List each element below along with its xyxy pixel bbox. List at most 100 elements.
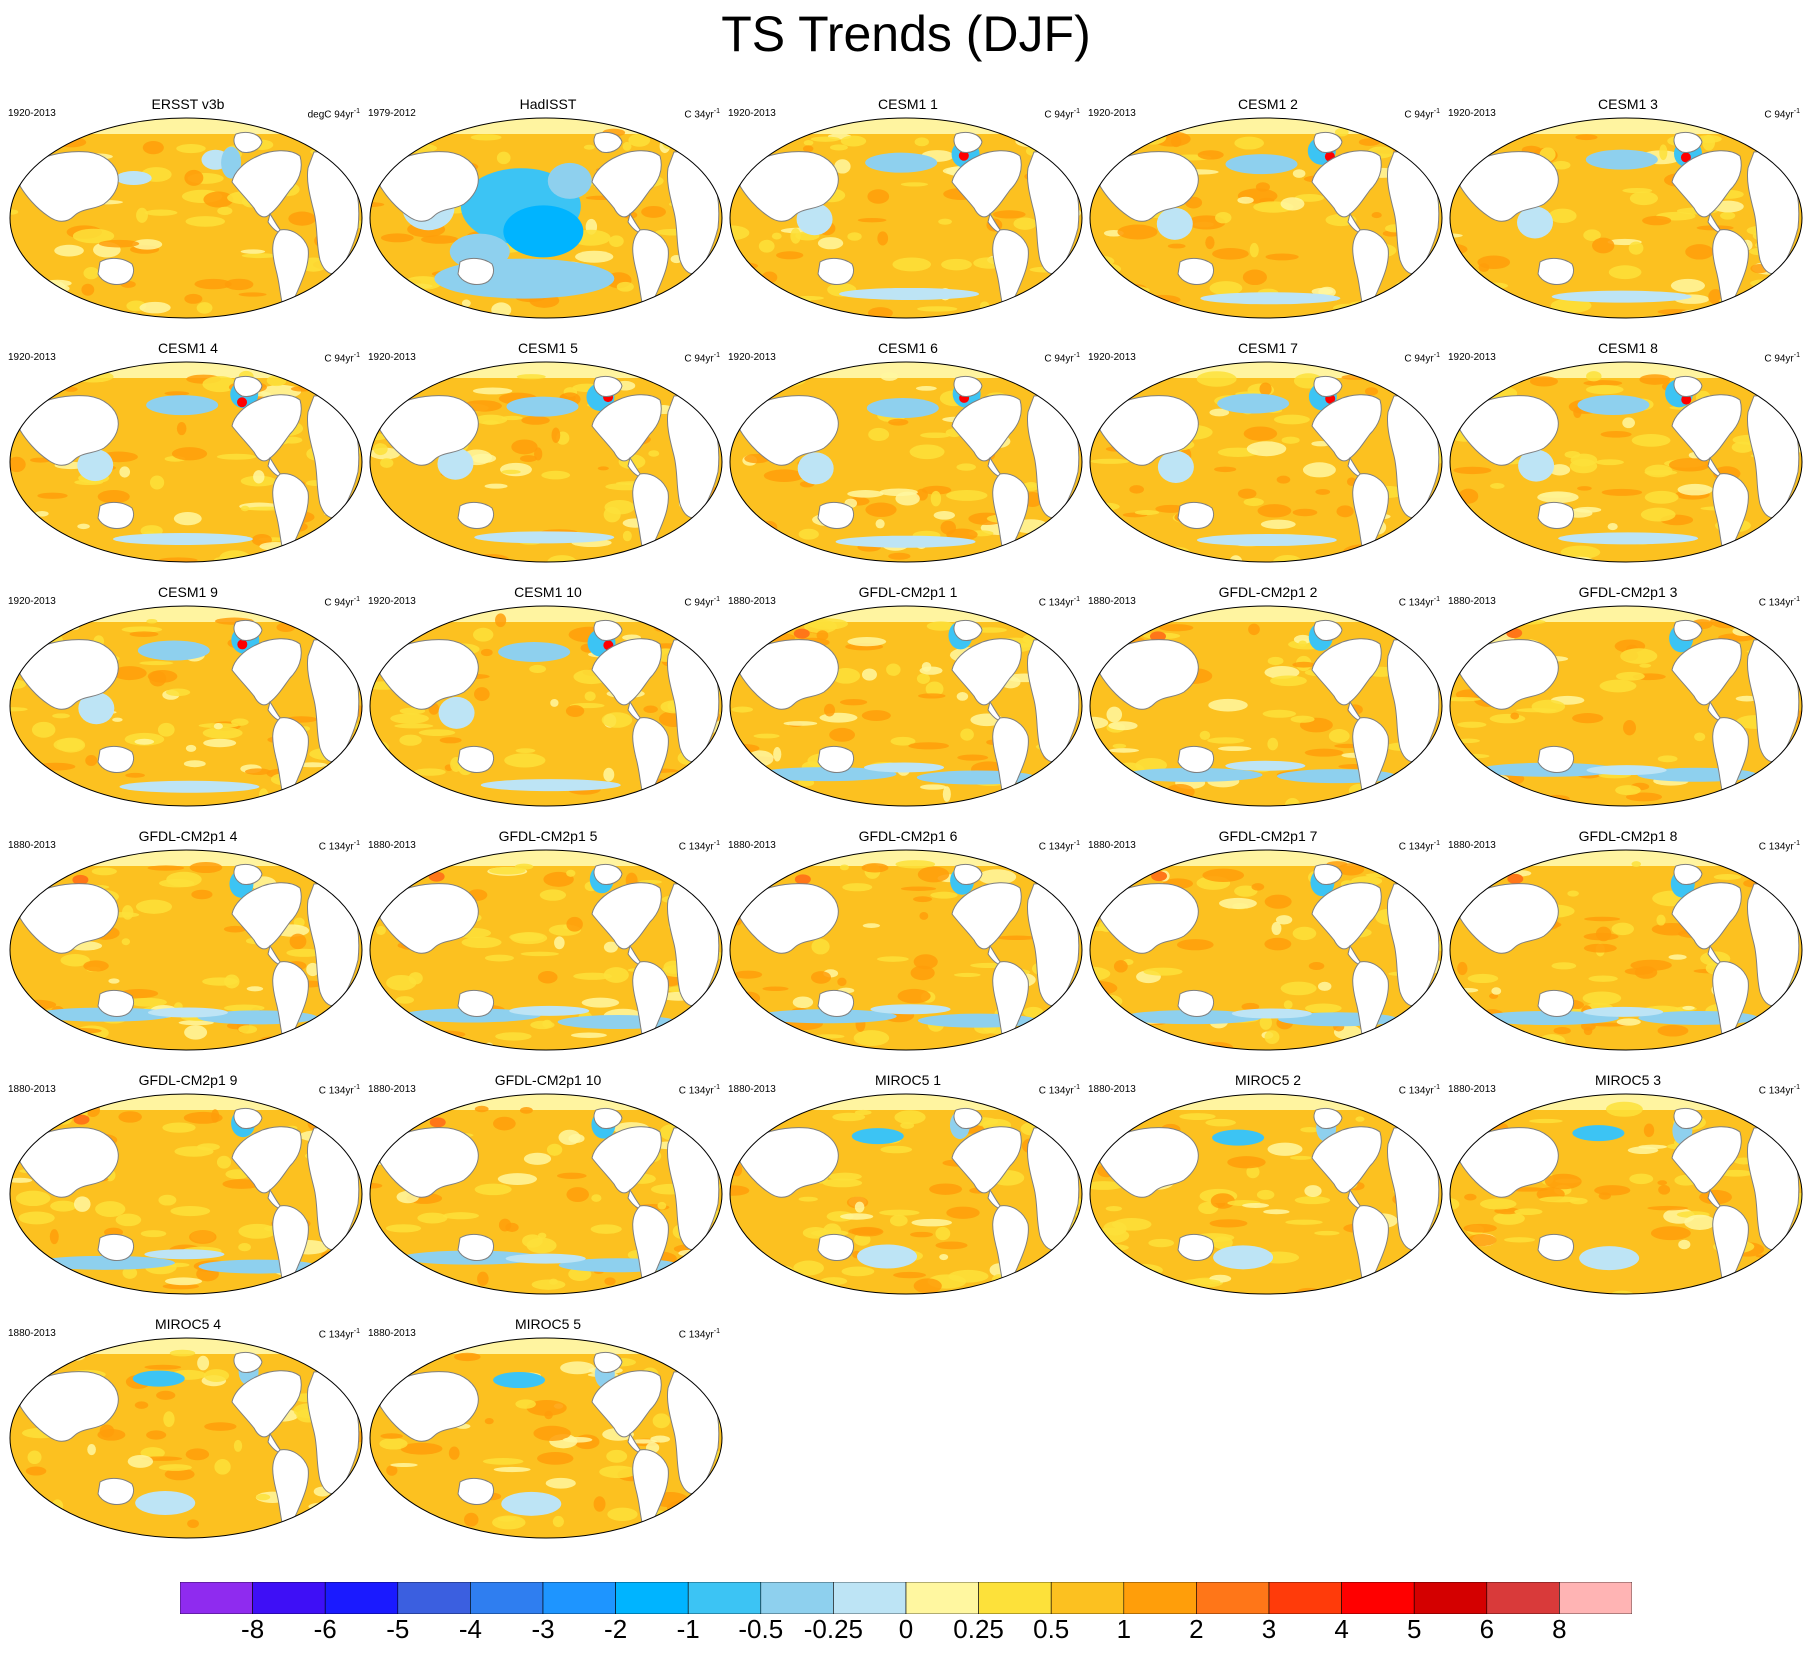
map-panel: GFDL-CM2p1 4 1880-2013 C 134yr-1 <box>8 828 368 1072</box>
anomaly-patch <box>1640 507 1676 522</box>
anomaly-patch <box>1586 765 1667 776</box>
panel-period: 1880-2013 <box>728 596 776 607</box>
anomaly-patch <box>622 141 632 151</box>
anomaly-patch <box>1271 921 1282 936</box>
map-frame <box>729 117 1083 319</box>
anomaly-patch <box>454 1352 481 1362</box>
anomaly-patch <box>98 239 140 248</box>
anomaly-patch <box>566 1187 589 1203</box>
units-text: C 134yr <box>318 1329 354 1341</box>
panel-units: C 94yr-1 <box>1404 106 1440 121</box>
panel-period: 1880-2013 <box>1448 596 1496 607</box>
panel-period: 1880-2013 <box>368 1328 416 1339</box>
anomaly-patch <box>163 1411 175 1428</box>
anomaly-patch <box>1212 1129 1265 1146</box>
anomaly-patch <box>1308 962 1325 970</box>
anomaly-patch <box>1538 1034 1566 1049</box>
anomaly-patch <box>1292 661 1315 668</box>
panel-title: ERSST v3b <box>151 96 225 112</box>
anomaly-patch <box>34 1007 175 1022</box>
panel-title: GFDL-CM2p1 5 <box>498 828 598 844</box>
anomaly-patch <box>348 407 362 412</box>
anomaly-patch <box>783 721 818 726</box>
panel-period: 1920-2013 <box>1448 352 1496 363</box>
units-exponent: -1 <box>353 352 360 359</box>
land-mass <box>233 131 263 153</box>
anomaly-patch <box>121 626 163 633</box>
anomaly-patch <box>1456 738 1480 744</box>
anomaly-patch <box>741 1288 769 1294</box>
anomaly-patch <box>1620 648 1658 664</box>
anomaly-patch <box>1105 1206 1123 1212</box>
colorbar-tick-label: 2 <box>1189 1614 1204 1644</box>
arctic-band <box>1090 362 1442 378</box>
anomaly-patch <box>198 1259 319 1274</box>
panel-title: GFDL-CM2p1 8 <box>1578 828 1678 844</box>
anomaly-patch <box>381 536 410 546</box>
anomaly-patch <box>1267 737 1279 751</box>
anomaly-patch <box>940 520 956 535</box>
map-field <box>370 118 722 318</box>
anomaly-patch <box>115 1213 142 1227</box>
anomaly-patch <box>1354 1286 1383 1291</box>
land-mass <box>817 989 855 1017</box>
anomaly-patch <box>97 490 130 504</box>
anomaly-patch <box>374 799 392 806</box>
anomaly-patch <box>1423 633 1442 643</box>
panel-title: GFDL-CM2p1 2 <box>1218 584 1318 600</box>
anomaly-patch <box>313 1513 328 1528</box>
anomaly-patch <box>1647 1205 1689 1211</box>
panel-units: C 134yr-1 <box>1759 1082 1800 1097</box>
anomaly-patch <box>1270 675 1307 687</box>
anomaly-patch <box>1518 449 1555 482</box>
anomaly-patch <box>497 1173 538 1185</box>
anomaly-patch <box>753 733 780 739</box>
anomaly-patch <box>1351 559 1384 562</box>
global-map <box>729 1093 1083 1295</box>
units-text: C 94yr <box>684 353 714 365</box>
anomaly-patch <box>370 303 380 309</box>
anomaly-patch <box>629 1439 658 1444</box>
anomaly-patch <box>1048 560 1082 562</box>
anomaly-patch <box>1315 488 1331 495</box>
anomaly-patch <box>941 258 972 271</box>
anomaly-patch <box>10 1031 24 1042</box>
colorbar-box <box>1559 1582 1632 1614</box>
anomaly-patch <box>183 760 206 768</box>
anomaly-patch <box>773 746 782 762</box>
anomaly-patch <box>1499 304 1529 316</box>
anomaly-patch <box>1070 801 1082 806</box>
anomaly-patch <box>1090 281 1118 292</box>
anomaly-patch <box>1608 265 1642 280</box>
anomaly-patch <box>956 692 969 701</box>
anomaly-patch <box>1695 310 1734 318</box>
land-mass <box>953 863 983 885</box>
anomaly-patch <box>1167 243 1186 249</box>
panel-units: C 94yr-1 <box>1044 350 1080 365</box>
anomaly-patch <box>1090 1041 1111 1050</box>
anomaly-patch <box>837 977 847 987</box>
anomaly-patch <box>744 138 779 151</box>
anomaly-patch <box>900 1121 915 1129</box>
anomaly-patch <box>1680 309 1716 317</box>
anomaly-patch <box>684 869 707 885</box>
anomaly-patch <box>793 1260 824 1276</box>
anomaly-patch <box>379 1260 390 1273</box>
land-mass <box>1099 395 1199 466</box>
anomaly-patch <box>111 797 122 806</box>
anomaly-patch <box>1594 1185 1631 1196</box>
anomaly-patch <box>400 1442 443 1455</box>
units-text: C 94yr <box>1764 109 1794 121</box>
anomaly-patch <box>757 144 770 151</box>
panel-units: C 134yr-1 <box>1039 594 1080 609</box>
anomaly-patch <box>1574 506 1602 513</box>
anomaly-patch <box>1293 634 1312 644</box>
land-mass <box>593 1351 623 1373</box>
anomaly-patch <box>1237 488 1257 499</box>
units-text: C 134yr <box>318 841 354 853</box>
map-frame <box>1089 1093 1443 1295</box>
anomaly-patch <box>313 1502 330 1516</box>
anomaly-patch <box>28 131 68 143</box>
colorbar-tick-label: -0.5 <box>738 1614 784 1644</box>
global-map <box>1089 1093 1443 1295</box>
